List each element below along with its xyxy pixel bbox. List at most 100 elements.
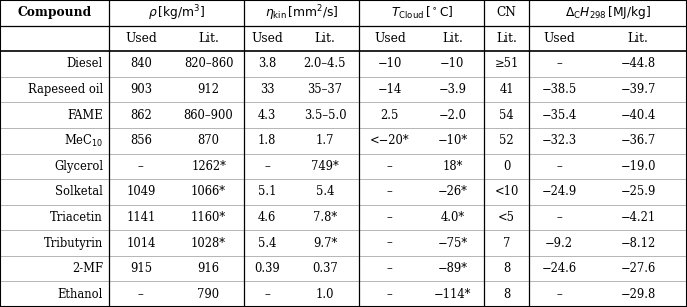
Text: 862: 862 [130, 109, 152, 122]
Text: 1028*: 1028* [191, 236, 226, 250]
Text: Used: Used [543, 32, 575, 45]
Text: 33: 33 [260, 83, 275, 96]
Text: 41: 41 [499, 83, 514, 96]
Text: 916: 916 [197, 262, 220, 275]
Text: −8.12: −8.12 [620, 236, 656, 250]
Text: 0.39: 0.39 [254, 262, 280, 275]
Text: −24.6: −24.6 [541, 262, 577, 275]
Text: −29.8: −29.8 [620, 288, 656, 301]
Text: Diesel: Diesel [67, 57, 103, 71]
Text: 4.0*: 4.0* [440, 211, 464, 224]
Text: 2.5: 2.5 [381, 109, 399, 122]
Text: –: – [264, 160, 270, 173]
Text: −3.9: −3.9 [438, 83, 466, 96]
Text: 3.8: 3.8 [258, 57, 276, 71]
Text: $\eta_{\mathrm{kin}}\,[\mathrm{mm^2/s}]$: $\eta_{\mathrm{kin}}\,[\mathrm{mm^2/s}]$ [264, 3, 339, 23]
Text: 3.5–5.0: 3.5–5.0 [304, 109, 346, 122]
Text: 5.4: 5.4 [316, 185, 334, 198]
Text: 1.0: 1.0 [316, 288, 334, 301]
Text: −14: −14 [378, 83, 402, 96]
Text: –: – [556, 57, 562, 71]
Text: 1014: 1014 [126, 236, 155, 250]
Text: −44.8: −44.8 [620, 57, 656, 71]
Text: −75*: −75* [438, 236, 467, 250]
Text: –: – [556, 160, 562, 173]
Text: $T_{\mathrm{Cloud}}\,[{^\circ}\mathrm{C}]$: $T_{\mathrm{Cloud}}\,[{^\circ}\mathrm{C}… [390, 5, 453, 21]
Text: <10: <10 [495, 185, 519, 198]
Text: −114*: −114* [433, 288, 471, 301]
Text: $\rho\,[\mathrm{kg/m^3}]$: $\rho\,[\mathrm{kg/m^3}]$ [148, 3, 205, 23]
Text: Rapeseed oil: Rapeseed oil [27, 83, 103, 96]
Text: Solketal: Solketal [55, 185, 103, 198]
Text: 915: 915 [130, 262, 152, 275]
Text: 790: 790 [197, 288, 220, 301]
Text: Tributyrin: Tributyrin [44, 236, 103, 250]
Text: –: – [387, 160, 393, 173]
Text: 1160*: 1160* [191, 211, 226, 224]
Text: Used: Used [374, 32, 406, 45]
Text: –: – [387, 288, 393, 301]
Text: −9.2: −9.2 [545, 236, 573, 250]
Text: $\Delta_\mathrm{C}H_{298}\,[\mathrm{MJ/kg}]$: $\Delta_\mathrm{C}H_{298}\,[\mathrm{MJ/k… [565, 4, 651, 21]
Text: 749*: 749* [311, 160, 339, 173]
Text: −35.4: −35.4 [541, 109, 577, 122]
Text: –: – [138, 288, 144, 301]
Text: 52: 52 [499, 134, 514, 147]
Text: 860–900: 860–900 [183, 109, 234, 122]
Text: Lit.: Lit. [496, 32, 517, 45]
Text: −26*: −26* [438, 185, 467, 198]
Text: Ethanol: Ethanol [58, 288, 103, 301]
Text: 7: 7 [503, 236, 510, 250]
Text: 18*: 18* [442, 160, 462, 173]
Text: 2-MF: 2-MF [72, 262, 103, 275]
Text: 4.6: 4.6 [258, 211, 276, 224]
Text: –: – [387, 262, 393, 275]
Text: −19.0: −19.0 [620, 160, 656, 173]
Text: Used: Used [125, 32, 157, 45]
Text: –: – [264, 288, 270, 301]
Text: Lit.: Lit. [442, 32, 463, 45]
Text: Used: Used [251, 32, 283, 45]
Text: 840: 840 [130, 57, 152, 71]
Text: –: – [387, 185, 393, 198]
Text: <5: <5 [498, 211, 515, 224]
Text: 912: 912 [197, 83, 220, 96]
Text: 0.37: 0.37 [312, 262, 338, 275]
Text: Glycerol: Glycerol [54, 160, 103, 173]
Text: <−20*: <−20* [370, 134, 409, 147]
Text: 1.8: 1.8 [258, 134, 276, 147]
Text: −4.21: −4.21 [620, 211, 656, 224]
Text: –: – [387, 211, 393, 224]
Text: 7.8*: 7.8* [313, 211, 337, 224]
Text: −38.5: −38.5 [541, 83, 577, 96]
Text: –: – [387, 236, 393, 250]
Text: Lit.: Lit. [315, 32, 335, 45]
Text: 1141: 1141 [126, 211, 155, 224]
Text: 856: 856 [130, 134, 152, 147]
Text: −10*: −10* [438, 134, 467, 147]
Text: 8: 8 [503, 288, 510, 301]
Text: −32.3: −32.3 [541, 134, 577, 147]
Text: 1262*: 1262* [191, 160, 226, 173]
Text: Compound: Compound [17, 6, 91, 19]
Text: Triacetin: Triacetin [50, 211, 103, 224]
Text: 903: 903 [130, 83, 152, 96]
Text: –: – [556, 288, 562, 301]
Text: Lit.: Lit. [198, 32, 219, 45]
Text: 820–860: 820–860 [183, 57, 234, 71]
Text: 0: 0 [503, 160, 510, 173]
Text: −2.0: −2.0 [438, 109, 466, 122]
Text: −89*: −89* [438, 262, 467, 275]
Text: 35–37: 35–37 [308, 83, 342, 96]
Text: CN: CN [497, 6, 517, 19]
Text: 54: 54 [499, 109, 514, 122]
Text: −40.4: −40.4 [620, 109, 656, 122]
Text: −39.7: −39.7 [620, 83, 656, 96]
Text: 1066*: 1066* [191, 185, 226, 198]
Text: 1049: 1049 [126, 185, 155, 198]
Text: 4.3: 4.3 [258, 109, 276, 122]
Text: ≥51: ≥51 [495, 57, 519, 71]
Text: −27.6: −27.6 [620, 262, 656, 275]
Text: −24.9: −24.9 [541, 185, 577, 198]
Text: −25.9: −25.9 [620, 185, 656, 198]
